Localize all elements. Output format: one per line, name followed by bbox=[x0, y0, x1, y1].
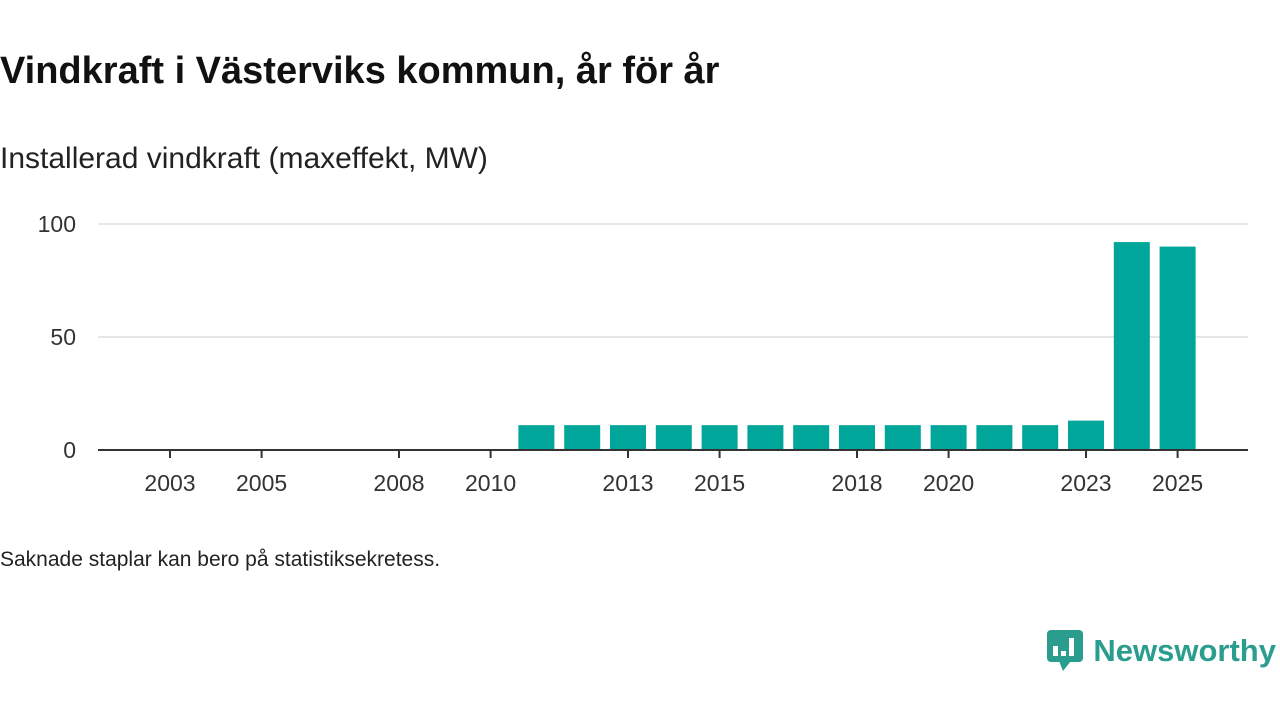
x-tick-label: 2020 bbox=[923, 470, 974, 496]
bar-2017 bbox=[793, 425, 830, 450]
bar-2013 bbox=[610, 425, 646, 450]
axes: 0 50 100 2003 2005 2008 2010 2013 2015 2018 2020 20… bbox=[38, 211, 1248, 496]
gridlines bbox=[98, 223, 1248, 338]
bar-2023 bbox=[1068, 420, 1104, 450]
bar-2025 bbox=[1159, 246, 1196, 450]
y-tick-label: 0 bbox=[63, 437, 76, 463]
bar-chart: 0 50 100 2003 2005 2008 2010 2013 2015 2018 2020 20… bbox=[38, 211, 1248, 496]
x-tick-label: 2005 bbox=[236, 470, 287, 496]
bar-2020 bbox=[930, 425, 967, 450]
brand-name: Newsworthy bbox=[1093, 633, 1276, 668]
x-tick-label: 2015 bbox=[694, 470, 745, 496]
x-tick-label: 2003 bbox=[144, 470, 195, 496]
bar-2012 bbox=[564, 425, 601, 450]
bar-2018 bbox=[839, 425, 875, 450]
bars bbox=[518, 242, 1196, 450]
bar-2022 bbox=[1022, 425, 1059, 450]
footnote: Saknade staplar kan bero på statistiksek… bbox=[0, 548, 441, 571]
bar-2019 bbox=[884, 425, 921, 450]
y-tick-label: 50 bbox=[50, 324, 76, 350]
x-tick-label: 2025 bbox=[1152, 470, 1203, 496]
y-tick-label: 100 bbox=[38, 211, 76, 237]
bar-2021 bbox=[976, 425, 1013, 450]
chart-subtitle: Installerad vindkraft (maxeffekt, MW) bbox=[0, 142, 488, 175]
bar-2015 bbox=[701, 425, 738, 450]
x-tick-label: 2013 bbox=[602, 470, 653, 496]
x-tick-label: 2010 bbox=[465, 470, 516, 496]
x-tick-label: 2008 bbox=[373, 470, 424, 496]
bar-2016 bbox=[747, 425, 784, 450]
chat-chart-icon bbox=[1047, 630, 1084, 671]
newsworthy-logo: Newsworthy bbox=[1047, 630, 1276, 672]
bar-2024 bbox=[1113, 242, 1150, 450]
x-tick-label: 2023 bbox=[1060, 470, 1111, 496]
bar-2014 bbox=[655, 425, 692, 450]
x-tick-label: 2018 bbox=[831, 470, 882, 496]
bar-2011 bbox=[518, 425, 555, 450]
chart-title: Vindkraft i Västerviks kommun, år för år bbox=[0, 50, 720, 92]
